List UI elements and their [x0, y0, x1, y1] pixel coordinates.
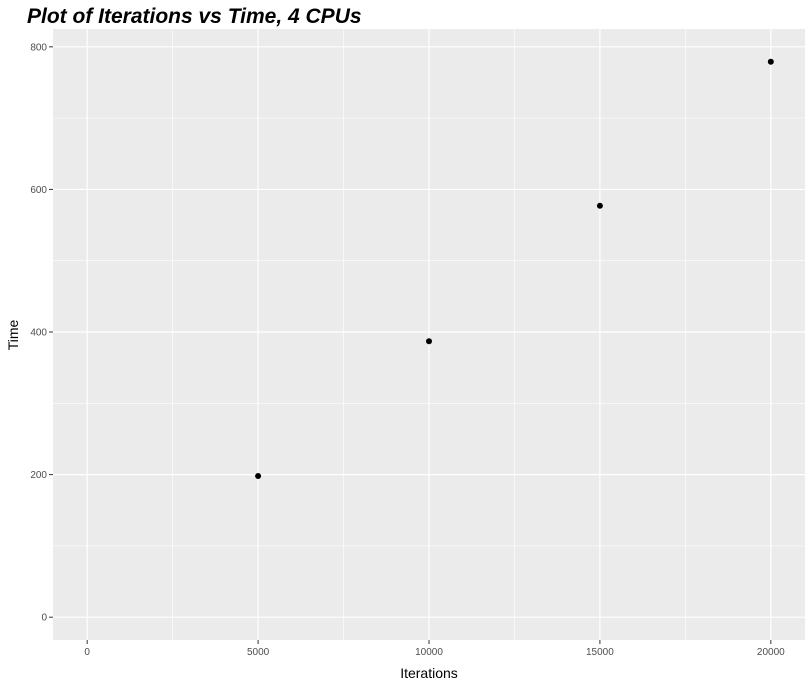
gridlines: [1, 29, 805, 640]
data-point: [426, 338, 432, 345]
axis-ticks: 0 5000 10000 15000 20000 0 200 400 600 800: [30, 42, 785, 658]
chart-title: Plot of Iterations vs Time, 4 CPUs: [27, 5, 362, 28]
x-tick-label: 10000: [415, 647, 443, 658]
x-tick-label: 15000: [586, 647, 614, 658]
data-point: [596, 202, 603, 209]
y-tick-label: 0: [41, 613, 47, 624]
y-tick-label: 600: [30, 185, 47, 196]
y-tick-label: 800: [30, 42, 47, 53]
x-axis-label: Iterations: [400, 665, 458, 681]
y-axis-label: Time: [5, 319, 21, 350]
x-tick-label: 0: [84, 647, 90, 658]
x-tick-label: 20000: [757, 647, 785, 658]
data-point: [767, 58, 774, 65]
y-tick-label: 400: [30, 328, 47, 339]
data-point: [255, 473, 262, 480]
y-tick-label: 200: [30, 470, 47, 481]
x-tick-label: 5000: [247, 647, 270, 658]
data-points: [255, 58, 774, 480]
